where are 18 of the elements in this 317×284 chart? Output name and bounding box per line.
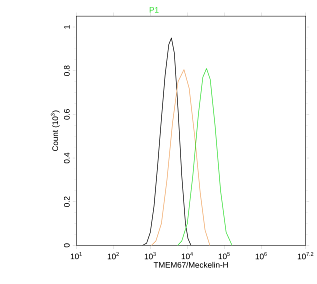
y-tick-label: 0 [64, 243, 70, 248]
x-tick-label: 10$^{3}$ [144, 252, 156, 260]
text: P1 [150, 7, 159, 13]
x-tick-label: 10$^{6}$ [256, 252, 267, 260]
y-axis-title: Count (10$^{3}$) [50, 110, 60, 152]
line-series [151, 69, 210, 246]
x-tick-label: 10$^{2}$ [108, 252, 119, 260]
line-series [177, 68, 232, 246]
x-axis-title: TMEM67/Meckelin-H [154, 262, 228, 268]
y-tick-label: 0.6 [64, 109, 70, 120]
y-tick-label: 0.4 [64, 152, 70, 164]
x-tick-label: 10$^{5}$ [218, 252, 230, 260]
y-tick-label: 0.8 [64, 66, 70, 76]
y-tick-label: 1 [64, 25, 70, 29]
y-tick-label: 0.2 [64, 196, 70, 208]
x-tick-label: 10$^{4}$ [182, 252, 193, 260]
x-tick-label: 10$^{1}$ [70, 252, 82, 260]
x-tick-label: 10$^{7.2}$ [298, 252, 314, 260]
